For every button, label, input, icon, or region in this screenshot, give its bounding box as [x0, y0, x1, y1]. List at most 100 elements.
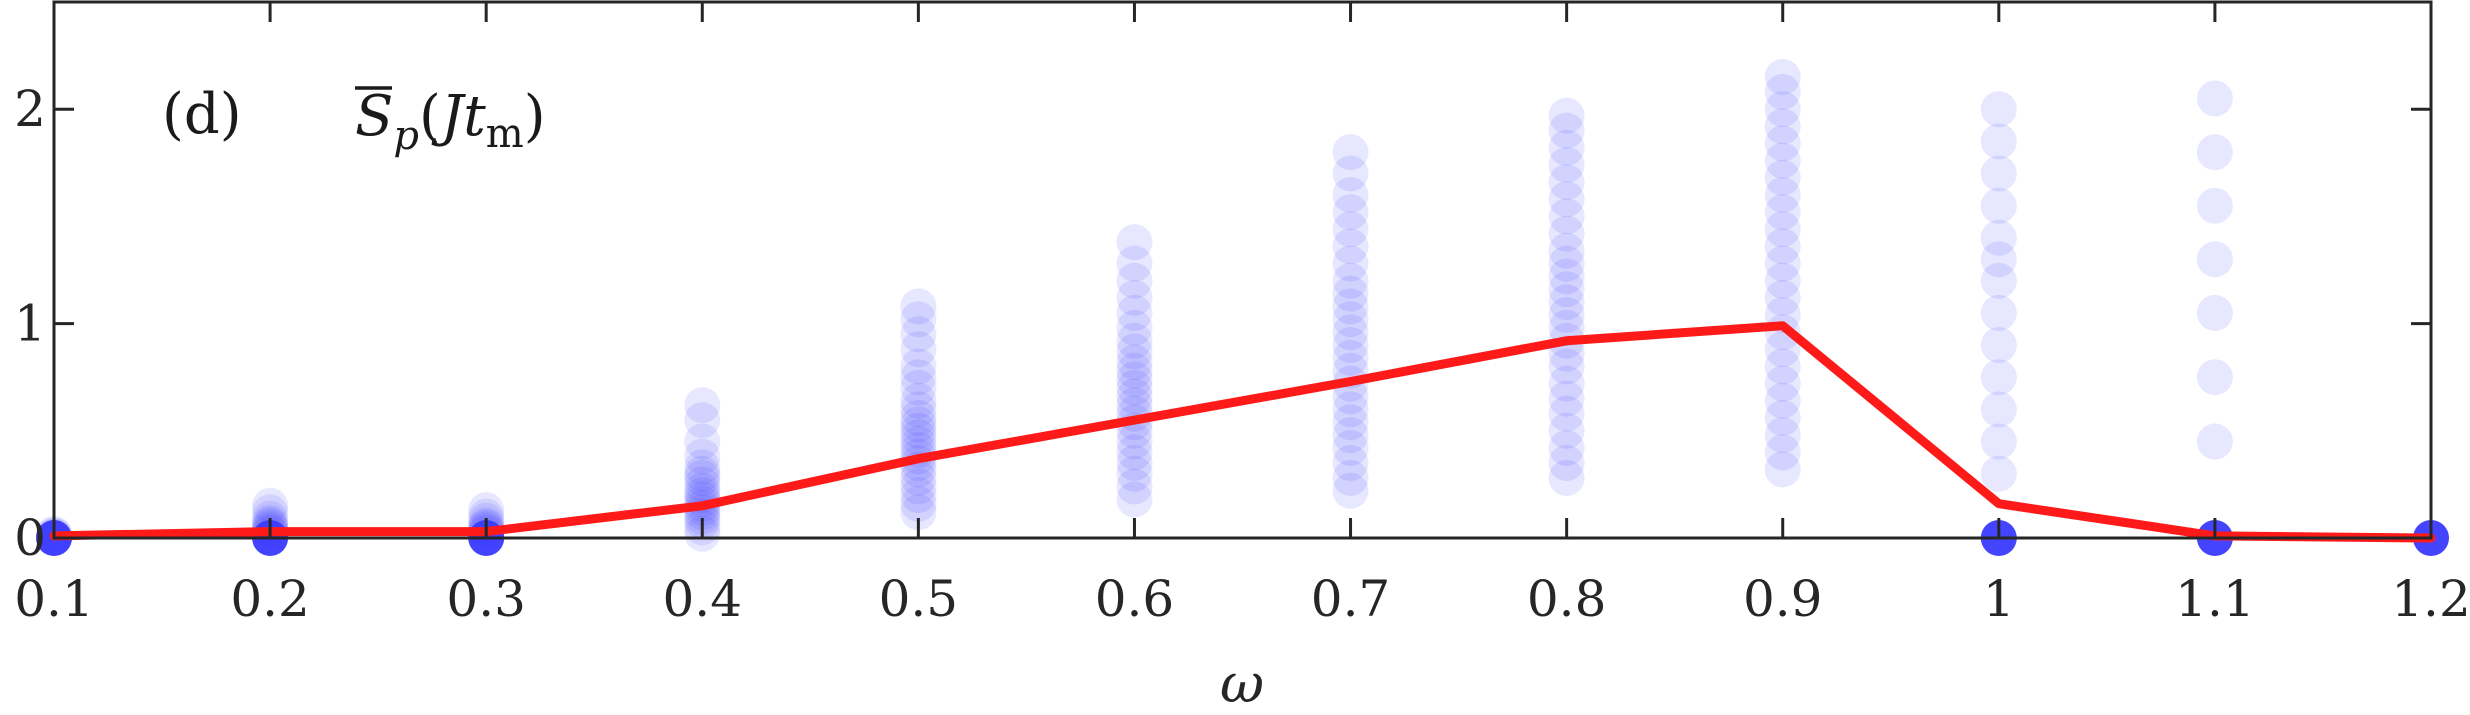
x-tick-label: 0.6: [1095, 570, 1175, 628]
sample-point: [1980, 241, 2017, 278]
sample-point: [1764, 382, 1801, 419]
sample-point: [1116, 322, 1153, 359]
sample-point: [252, 487, 289, 524]
sample-point: [1764, 228, 1801, 265]
panel-title: Sp(Jtm): [355, 84, 546, 159]
title-arg-sub: m: [486, 111, 524, 157]
title-arg-close: ): [524, 84, 546, 149]
sample-point: [1548, 460, 1585, 496]
sample-point: [1548, 164, 1585, 201]
x-tick-label: 1: [1983, 570, 2015, 628]
title-arg-var: Jt: [431, 84, 486, 149]
sample-point: [2196, 359, 2233, 396]
x-tick-label: 0.9: [1743, 570, 1823, 628]
x-tick-label: 1.1: [2175, 570, 2255, 628]
sample-point: [1332, 339, 1369, 376]
sample-point: [1332, 275, 1369, 312]
sample-point: [900, 331, 937, 368]
sample-point: [1980, 262, 2017, 299]
sample-point: [900, 369, 937, 406]
sample-point: [1548, 146, 1585, 183]
x-tick-label: 0.2: [230, 570, 310, 628]
sample-point: [1116, 455, 1153, 492]
title-sub: p: [393, 113, 419, 159]
sample-point: [2196, 294, 2233, 331]
sample-point: [900, 359, 937, 396]
sample-point: [1548, 271, 1585, 308]
svg-text:Sp(Jtm): Sp(Jtm): [355, 84, 546, 159]
sample-point: [1332, 460, 1369, 496]
sample-point: [1548, 129, 1585, 166]
sample-point: [1116, 352, 1153, 389]
sample-point: [900, 477, 937, 514]
x-tick-label: 0.1: [14, 570, 94, 628]
sample-point: [1116, 378, 1153, 415]
axes: [52, 0, 2433, 540]
sample-point: [1980, 455, 2017, 492]
y-tick-label: 1: [14, 295, 46, 353]
panel-label: (d): [162, 82, 242, 147]
sample-point: [1116, 279, 1153, 316]
sample-point: [900, 460, 937, 496]
sample-point: [1116, 224, 1153, 261]
sample-point: [1116, 309, 1153, 346]
sample-point: [1548, 198, 1585, 235]
sample-point: [684, 460, 721, 496]
sample-point: [1548, 445, 1585, 481]
sample-point: [1116, 333, 1153, 370]
sample-point: [1548, 284, 1585, 321]
sample-point: [1116, 369, 1153, 406]
sample-point: [900, 316, 937, 353]
sample-point: [900, 494, 937, 531]
sample-point: [1764, 365, 1801, 402]
sample-point: [1548, 365, 1585, 402]
sample-point: [1332, 314, 1369, 351]
sample-point: [1764, 108, 1801, 145]
sample-point: [1332, 288, 1369, 325]
sample-point: [900, 485, 937, 522]
sample-point: [1764, 245, 1801, 282]
sample-point: [1116, 294, 1153, 331]
sample-point: [1116, 344, 1153, 381]
sample-point: [900, 399, 937, 436]
sample-point: [1548, 112, 1585, 149]
sample-point: [1548, 215, 1585, 252]
sample-point: [468, 492, 505, 529]
sample-point: [1332, 262, 1369, 299]
sample-point: [684, 449, 721, 486]
sample-point: [1764, 417, 1801, 454]
sample-point: [1548, 258, 1585, 295]
sample-point: [1980, 219, 2017, 256]
sample-point: [900, 412, 937, 449]
x-tick-label: 0.7: [1311, 570, 1391, 628]
sample-point: [1332, 155, 1369, 192]
sample-point: [2196, 241, 2233, 278]
sample-point: [2196, 80, 2233, 117]
sample-point: [1764, 142, 1801, 179]
y-tick-label: 2: [14, 80, 46, 138]
sample-point: [252, 494, 289, 531]
title-arg-open: (: [419, 84, 441, 149]
sample-point: [1764, 211, 1801, 248]
sample-point: [684, 387, 721, 424]
sample-point: [1548, 181, 1585, 218]
sample-point: [1332, 417, 1369, 454]
tick-labels: 0.1 0.2 0.3 0.4 0.5 0.6 0.7 0.8 0.9 1 1.1 1.2 0 1 2: [14, 80, 2470, 628]
x-tick-label: 0.8: [1527, 570, 1607, 628]
sample-point: [1980, 294, 2017, 331]
sample-point: [1548, 97, 1585, 134]
sample-point: [1980, 359, 2017, 396]
sample-point: [684, 402, 721, 439]
sample-point: [1764, 434, 1801, 471]
sample-point: [1332, 134, 1369, 171]
sample-point: [1548, 232, 1585, 269]
sample-point: [900, 419, 937, 456]
sample-point: [1332, 194, 1369, 231]
x-tick-label: 0.4: [663, 570, 743, 628]
sample-point: [2196, 187, 2233, 224]
sample-point: [1764, 194, 1801, 231]
sample-point: [900, 382, 937, 419]
tick-marks: [52, 2, 2433, 540]
x-tick-label: 1.2: [2391, 570, 2470, 628]
